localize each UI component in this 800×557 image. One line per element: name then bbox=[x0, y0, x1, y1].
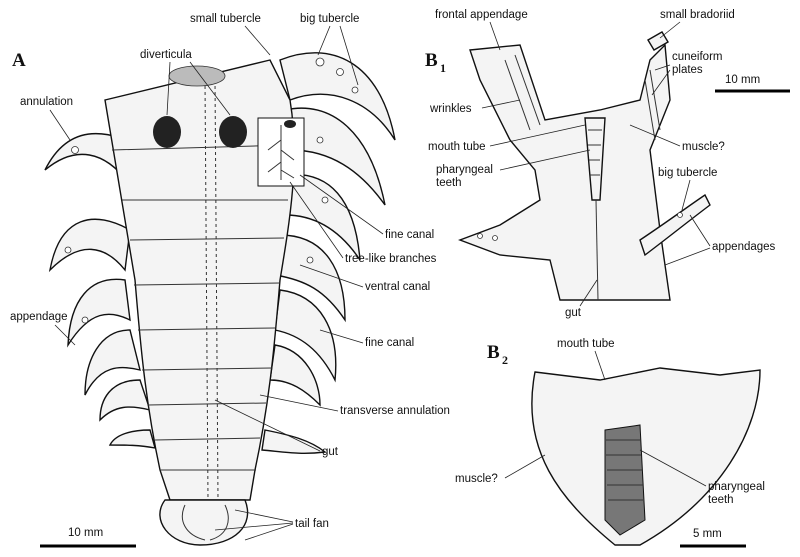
leader-line bbox=[319, 329, 364, 344]
leader-line bbox=[664, 214, 711, 266]
annotation: small bradoriid bbox=[660, 9, 735, 21]
leader-line bbox=[504, 454, 546, 479]
annotation: ventral canal bbox=[365, 281, 430, 293]
annotation: frontal appendage bbox=[435, 9, 528, 21]
annotation: muscle? bbox=[455, 473, 498, 485]
scale-bar-label: 5 mm bbox=[693, 528, 722, 540]
annotation: muscle? bbox=[682, 141, 725, 153]
leader-line bbox=[489, 21, 501, 51]
annotation: tree-like branches bbox=[345, 253, 437, 265]
leader-line bbox=[681, 179, 691, 211]
leader-line bbox=[54, 324, 76, 346]
annotation: big tubercle bbox=[300, 13, 359, 25]
panel-subscript: 1 bbox=[440, 61, 446, 75]
leader-line bbox=[317, 25, 359, 86]
annotation: mouth tube bbox=[428, 141, 486, 153]
annotation: wrinkles bbox=[429, 103, 472, 115]
annotation: fine canal bbox=[385, 229, 434, 241]
annotation: appendage bbox=[10, 311, 68, 323]
panel-label: B bbox=[425, 50, 438, 71]
panel-label: B bbox=[487, 342, 500, 363]
specimen-b2-drawing bbox=[531, 367, 761, 546]
leader-line bbox=[214, 399, 321, 452]
leader-line bbox=[259, 394, 339, 412]
annotation-line: pharyngeal bbox=[436, 164, 493, 176]
specimen-b1-drawing bbox=[458, 31, 711, 301]
leader-line bbox=[289, 181, 344, 259]
leader-line bbox=[659, 21, 681, 39]
scale-bar-label: 10 mm bbox=[68, 527, 103, 539]
annotation: fine canal bbox=[365, 337, 414, 349]
annotation: mouth tube bbox=[557, 338, 615, 350]
leader-line bbox=[299, 174, 384, 235]
annotation: cuneiform plates bbox=[672, 51, 723, 76]
leader-line bbox=[579, 279, 598, 307]
annotation-line: plates bbox=[672, 64, 703, 76]
leader-line bbox=[244, 25, 271, 56]
annotation: pharyngeal teeth bbox=[708, 481, 765, 506]
leader-line bbox=[489, 124, 586, 147]
annotation: gut bbox=[565, 307, 582, 319]
leader-line bbox=[651, 64, 671, 96]
annotation: gut bbox=[322, 446, 339, 458]
annotation: small tubercle bbox=[190, 13, 261, 25]
annotation: pharyngeal teeth bbox=[436, 164, 493, 189]
panel-subscript: 2 bbox=[502, 353, 508, 367]
annotation: tail fan bbox=[295, 518, 329, 530]
annotation-line: teeth bbox=[708, 494, 734, 506]
annotation: appendages bbox=[712, 241, 776, 253]
scale-bar-label: 10 mm bbox=[725, 74, 760, 86]
panel-label: A bbox=[12, 50, 26, 71]
annotation-line: teeth bbox=[436, 177, 462, 189]
leader-line bbox=[481, 99, 521, 109]
leader-line bbox=[629, 124, 681, 147]
leader-line bbox=[49, 109, 71, 141]
leader-line bbox=[639, 449, 707, 487]
leader-line bbox=[299, 264, 364, 288]
annotation-line: pharyngeal bbox=[708, 481, 765, 493]
annotation-line: cuneiform bbox=[672, 51, 723, 63]
leader-line bbox=[214, 509, 294, 541]
specimen-a-drawing bbox=[44, 52, 396, 546]
leader-line bbox=[594, 350, 606, 381]
annotation: diverticula bbox=[140, 49, 192, 61]
annotation: big tubercle bbox=[658, 167, 717, 179]
annotation: transverse annulation bbox=[340, 405, 450, 417]
leader-line bbox=[499, 149, 591, 171]
annotation: annulation bbox=[20, 96, 73, 108]
leader-line bbox=[166, 61, 231, 116]
